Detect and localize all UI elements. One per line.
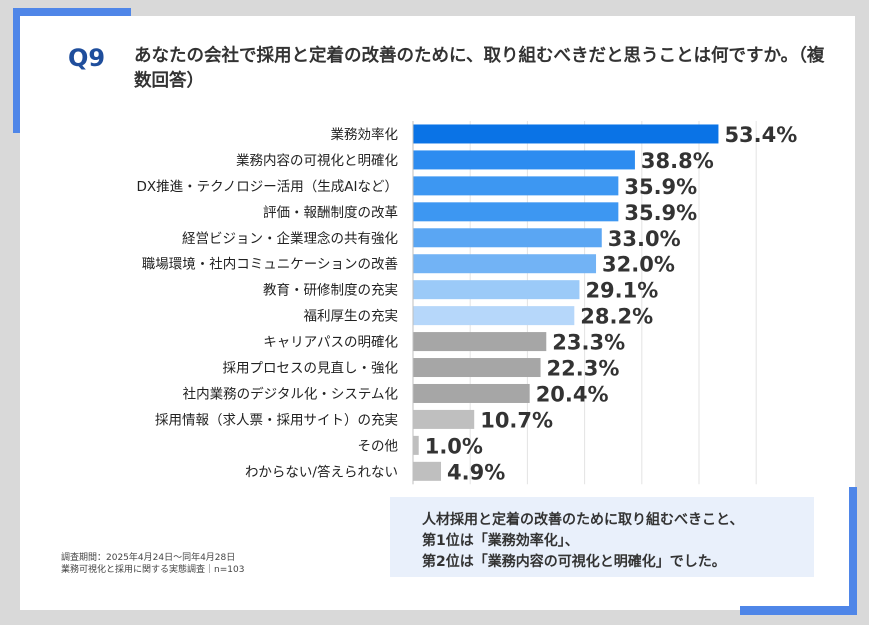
value-label: 1.0% bbox=[425, 434, 483, 458]
bar bbox=[413, 383, 530, 403]
category-label: 福利厚生の充実 bbox=[304, 309, 399, 325]
bar bbox=[413, 435, 419, 455]
category-label: 職場環境・社内コミュニケーションの改善 bbox=[142, 257, 398, 273]
callout-line-3: 第2位は「業務内容の可視化と明確化」でした。 bbox=[422, 554, 726, 570]
bar bbox=[413, 124, 719, 144]
survey-footnote: 調査期間：2025年4月24日～同年4月28日 業務可視化と採用に関する実態調査… bbox=[61, 552, 244, 576]
callout-line-1: 人材採用と定着の改善のために取り組むべきこと、 bbox=[422, 512, 744, 528]
summary-callout-text: 人材採用と定着の改善のために取り組むべきこと、 第1位は「業務効率化」、 第2位… bbox=[422, 510, 743, 573]
category-label: 業務内容の可視化と明確化 bbox=[236, 152, 398, 169]
summary-callout bbox=[390, 497, 814, 577]
category-label: 業務効率化 bbox=[331, 126, 399, 143]
question-title: あなたの会社で採用と定着の改善のために、取り組むべきだと思うことは何ですか。（複… bbox=[134, 46, 825, 91]
accent-bar-top-left-horizontal bbox=[13, 8, 131, 16]
accent-bar-top-left bbox=[13, 8, 20, 133]
value-label: 4.9% bbox=[447, 460, 505, 484]
category-label: 採用情報（求人票・採用サイト）の充実 bbox=[155, 412, 398, 428]
category-label: わからない/答えられない bbox=[245, 463, 398, 480]
accent-bar-bottom-right bbox=[849, 487, 857, 613]
bar bbox=[413, 332, 547, 352]
accent-bar-bottom-right-horizontal bbox=[740, 606, 857, 615]
category-label: DX推進・テクノロジー活用（生成AIなど） bbox=[136, 179, 398, 195]
category-label: 教育・研修制度の充実 bbox=[263, 283, 398, 299]
bar bbox=[413, 176, 619, 196]
bar bbox=[413, 228, 602, 248]
value-label: 35.9% bbox=[624, 175, 697, 199]
bar bbox=[413, 461, 442, 481]
value-label: 20.4% bbox=[536, 382, 609, 406]
bar bbox=[413, 280, 580, 300]
value-label: 38.8% bbox=[641, 149, 714, 173]
category-label: 評価・報酬制度の改革 bbox=[263, 205, 398, 221]
callout-line-2: 第1位は「業務効率化」、 bbox=[422, 533, 579, 549]
value-label: 23.3% bbox=[552, 331, 625, 355]
value-label: 29.1% bbox=[585, 279, 658, 303]
value-label: 53.4% bbox=[724, 123, 797, 147]
footnote-survey: 業務可視化と採用に関する実態調査｜n=103 bbox=[61, 565, 245, 575]
category-label: その他 bbox=[358, 438, 399, 454]
bar bbox=[413, 254, 597, 274]
value-label: 33.0% bbox=[608, 227, 681, 251]
value-label: 28.2% bbox=[580, 305, 653, 329]
bar bbox=[413, 202, 619, 222]
category-label: キャリアパスの明確化 bbox=[263, 335, 398, 351]
value-label: 10.7% bbox=[480, 408, 553, 432]
bar bbox=[413, 306, 575, 326]
value-label: 22.3% bbox=[547, 357, 620, 381]
category-label: 経営ビジョン・企業理念の共有強化 bbox=[182, 230, 398, 247]
bar bbox=[413, 358, 541, 378]
bar bbox=[413, 150, 635, 170]
bar bbox=[413, 409, 475, 429]
question-number: Q9 bbox=[68, 44, 106, 72]
value-label: 35.9% bbox=[624, 201, 697, 225]
footnote-period: 調査期間：2025年4月24日～同年4月28日 bbox=[61, 553, 236, 563]
category-label: 採用プロセスの見直し・強化 bbox=[223, 361, 399, 377]
category-label: 社内業務のデジタル化・システム化 bbox=[183, 385, 398, 402]
value-label: 32.0% bbox=[602, 253, 675, 277]
